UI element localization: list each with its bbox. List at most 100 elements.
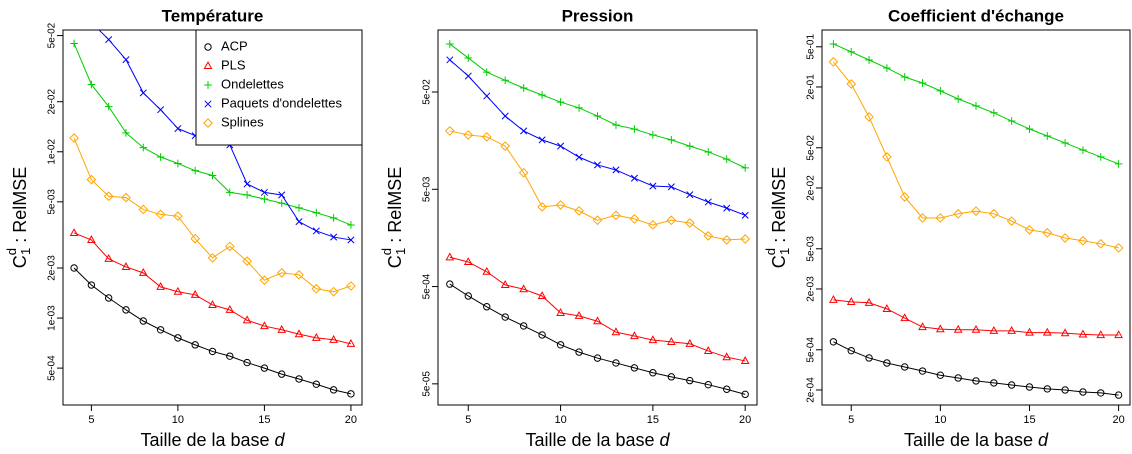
marker xyxy=(224,241,235,252)
marker xyxy=(1114,160,1123,168)
x-tick-label: 10 xyxy=(554,414,566,426)
marker xyxy=(899,192,910,202)
marker xyxy=(704,380,712,389)
marker xyxy=(174,124,182,133)
marker xyxy=(666,337,676,345)
marker xyxy=(630,364,639,372)
x-axis-label-var: d xyxy=(275,430,286,450)
marker xyxy=(190,289,200,298)
marker xyxy=(666,215,677,226)
marker xyxy=(990,379,998,387)
marker xyxy=(122,56,130,64)
marker xyxy=(312,380,321,388)
y-axis-label-sup: d xyxy=(379,248,394,255)
legend-label: PLS xyxy=(221,57,246,72)
marker xyxy=(723,204,731,212)
marker xyxy=(174,159,182,168)
marker xyxy=(1114,330,1123,339)
y-tick-label: 5e-01 xyxy=(806,34,817,60)
y-tick-label: 2e-02 xyxy=(47,89,58,115)
marker xyxy=(330,233,338,241)
marker xyxy=(346,281,356,291)
marker xyxy=(446,280,454,288)
marker xyxy=(295,204,303,212)
marker xyxy=(918,322,927,331)
marker xyxy=(723,385,731,393)
marker xyxy=(722,155,731,164)
marker xyxy=(156,326,165,334)
marker xyxy=(328,286,339,297)
marker xyxy=(1043,385,1051,393)
marker xyxy=(684,218,695,228)
marker xyxy=(685,338,695,347)
y-axis-label-c: C xyxy=(385,255,405,268)
marker xyxy=(311,332,321,341)
x-axis-label: Taille de la base d xyxy=(525,430,670,450)
marker xyxy=(519,84,528,92)
marker xyxy=(329,214,338,222)
x-tick-label: 10 xyxy=(172,414,184,426)
marker xyxy=(208,171,217,180)
marker xyxy=(481,131,492,142)
y-tick-label: 5e-04 xyxy=(806,337,817,363)
marker xyxy=(538,331,546,339)
marker xyxy=(242,315,252,324)
marker xyxy=(208,300,217,308)
marker xyxy=(883,64,891,72)
plot-frame xyxy=(821,29,1131,406)
marker xyxy=(242,256,252,266)
y-tick-label: 2e-03 xyxy=(47,255,58,281)
series-line xyxy=(833,61,1119,249)
marker xyxy=(243,180,251,188)
marker xyxy=(575,104,583,112)
marker xyxy=(157,106,165,114)
y-tick-label: 1e-03 xyxy=(47,305,58,331)
x-axis-label: Taille de la base d xyxy=(140,430,285,450)
marker xyxy=(501,112,509,120)
y-tick-label: 2e-01 xyxy=(806,74,817,100)
marker xyxy=(667,373,676,381)
chart-title: Coefficient d'échange xyxy=(888,6,1064,25)
marker xyxy=(953,324,963,333)
series-line xyxy=(73,137,352,293)
marker xyxy=(104,102,113,111)
y-axis-label-text: : RelMSE xyxy=(385,167,405,248)
marker xyxy=(936,371,945,379)
marker xyxy=(139,89,147,97)
marker xyxy=(483,303,491,311)
legend-marker xyxy=(203,61,213,70)
marker xyxy=(972,102,980,110)
series-line xyxy=(73,232,352,345)
legend-marker xyxy=(204,81,212,89)
marker xyxy=(555,200,566,210)
marker xyxy=(829,40,838,48)
x-axis-label-text: Taille de la base xyxy=(904,430,1038,450)
y-axis-label: Cd1 : RelMSE xyxy=(379,167,408,269)
marker xyxy=(122,306,130,314)
x-tick-label: 20 xyxy=(345,414,357,426)
marker xyxy=(155,209,166,220)
legend-label: Ondelettes xyxy=(221,76,284,91)
marker xyxy=(1097,389,1105,397)
marker xyxy=(139,317,147,325)
marker xyxy=(935,213,946,223)
marker xyxy=(173,286,183,295)
marker xyxy=(828,57,839,67)
x-tick-label: 15 xyxy=(258,414,270,426)
marker xyxy=(556,98,565,106)
marker xyxy=(225,188,234,197)
marker xyxy=(1113,243,1124,253)
marker xyxy=(1060,233,1070,243)
legend-box xyxy=(195,29,363,146)
marker xyxy=(519,284,529,293)
x-tick-label: 20 xyxy=(1112,414,1124,426)
marker xyxy=(295,375,303,383)
series-line xyxy=(449,283,746,395)
marker xyxy=(630,331,639,340)
marker xyxy=(612,121,620,129)
y-axis-label-sup: d xyxy=(763,248,778,255)
marker xyxy=(278,370,286,378)
series-line xyxy=(449,256,746,362)
marker xyxy=(347,236,355,244)
x-tick-label: 10 xyxy=(934,414,946,426)
